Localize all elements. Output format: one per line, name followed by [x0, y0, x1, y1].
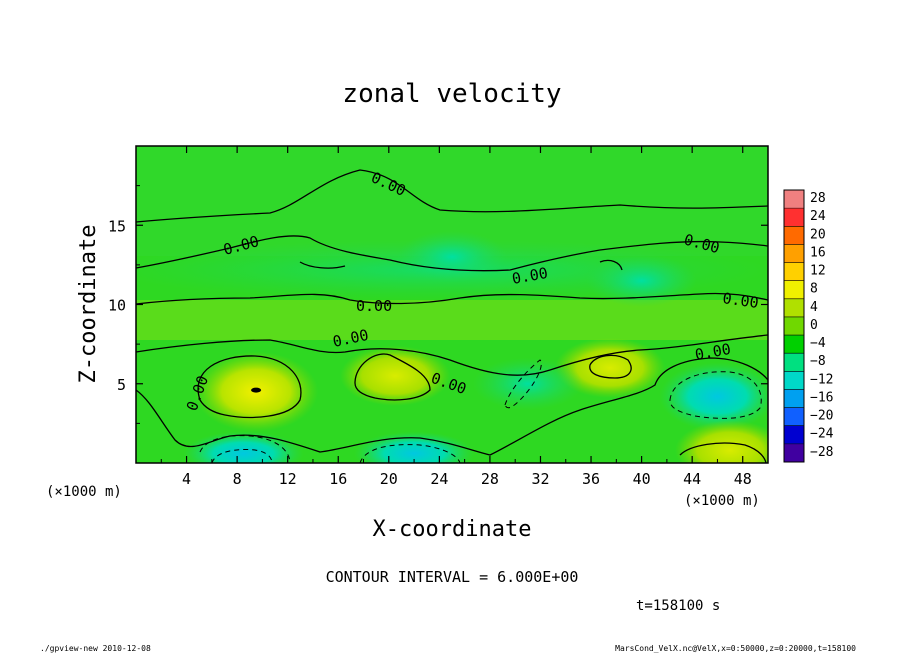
- footer-left: ./gpview-new 2010-12-08: [40, 644, 151, 653]
- colorbar-label: 4: [810, 300, 818, 315]
- x-tick-label: 28: [481, 470, 499, 488]
- heatmap-field: [136, 146, 768, 463]
- colorbar-swatch: [784, 443, 804, 462]
- contour-lines: [136, 169, 768, 463]
- heatmap-region: [675, 420, 768, 463]
- x-tick-label: 20: [380, 470, 398, 488]
- colorbar-swatch: [784, 244, 804, 263]
- chart-title: zonal velocity: [342, 79, 561, 109]
- colorbar-swatch: [784, 280, 804, 299]
- heatmap-region: [397, 230, 507, 283]
- colorbar-label: −24: [810, 427, 834, 442]
- colorbar: 28 24 20 16 12 8 4 0 −4 −8 −12 −16 −20 −24 −28: [783, 189, 834, 463]
- colorbar-label: 12: [810, 264, 826, 279]
- contour-label: 0.00: [511, 264, 550, 288]
- heatmap-region: [472, 357, 583, 410]
- negative-contours: [199, 359, 762, 463]
- y-axis-title: Z-coordinate: [76, 225, 101, 384]
- contour-label: 0.00: [721, 289, 759, 312]
- x-tick-label: 12: [279, 470, 297, 488]
- colorbar-label: −12: [810, 372, 833, 387]
- colorbar-label: 20: [810, 227, 826, 242]
- colorbar-label: 0: [810, 318, 818, 333]
- colorbar-label: −20: [810, 409, 833, 424]
- x-tick-label: 32: [531, 470, 549, 488]
- x-axis-title: X-coordinate: [373, 517, 532, 542]
- x-unit-left: (×1000 m): [46, 484, 122, 500]
- x-tick-label: 16: [329, 470, 347, 488]
- colorbar-swatch: [784, 190, 804, 209]
- contour-interval-label: CONTOUR INTERVAL = 6.000E+00: [326, 568, 579, 586]
- colorbar-label: −28: [810, 445, 833, 460]
- y-axis: 5 10 15: [108, 185, 768, 424]
- x-axis: 4 8 12 16 20 24 28 32 36 40 44 48: [160, 146, 752, 488]
- colorbar-swatch: [784, 335, 804, 354]
- colorbar-swatch: [784, 226, 804, 245]
- maximum-marker: [251, 387, 262, 393]
- x-tick-label: 48: [734, 470, 752, 488]
- y-tick-label: 15: [108, 217, 126, 235]
- colorbar-swatch: [784, 425, 804, 444]
- x-tick-label: 4: [182, 470, 191, 488]
- time-label: t=158100 s: [636, 598, 720, 614]
- contour-label: 0.00: [694, 340, 733, 364]
- heatmap-region: [659, 362, 768, 431]
- x-tick-label: 8: [233, 470, 242, 488]
- heatmap-region: [183, 431, 304, 463]
- colorbar-swatch: [784, 298, 804, 317]
- x-tick-label: 44: [683, 470, 701, 488]
- colorbar-swatch: [784, 208, 804, 227]
- colorbar-swatch: [784, 389, 804, 408]
- x-unit-right: (×1000 m): [684, 493, 760, 509]
- y-tick-label: 10: [108, 297, 126, 315]
- colorbar-swatch: [784, 371, 804, 390]
- colorbar-label: −4: [810, 336, 826, 351]
- colorbar-label: 8: [810, 282, 818, 297]
- colorbar-swatch: [784, 316, 804, 336]
- colorbar-swatch: [784, 407, 804, 426]
- colorbar-label: 16: [810, 245, 826, 260]
- footer-right: MarsCond_VelX.nc@VelX,x=0:50000,z=0:2000…: [615, 644, 856, 653]
- colorbar-label: −16: [810, 390, 833, 405]
- heatmap-region: [340, 345, 451, 406]
- colorbar-label: −8: [810, 354, 826, 369]
- heatmap-region: [586, 254, 697, 307]
- colorbar-label: 24: [810, 209, 826, 224]
- colorbar-swatch: [784, 353, 804, 372]
- y-tick-label: 5: [117, 376, 126, 394]
- contour-label: 0.00: [356, 297, 392, 315]
- x-tick-label: 24: [430, 470, 448, 488]
- colorbar-swatch: [784, 262, 804, 281]
- colorbar-label: 28: [810, 191, 826, 206]
- x-tick-label: 40: [633, 470, 651, 488]
- contour-label-group: 0.00 0.00 0.00 0.00 0.00 0.00 0.00 0.00 …: [183, 168, 760, 413]
- x-tick-label: 36: [582, 470, 600, 488]
